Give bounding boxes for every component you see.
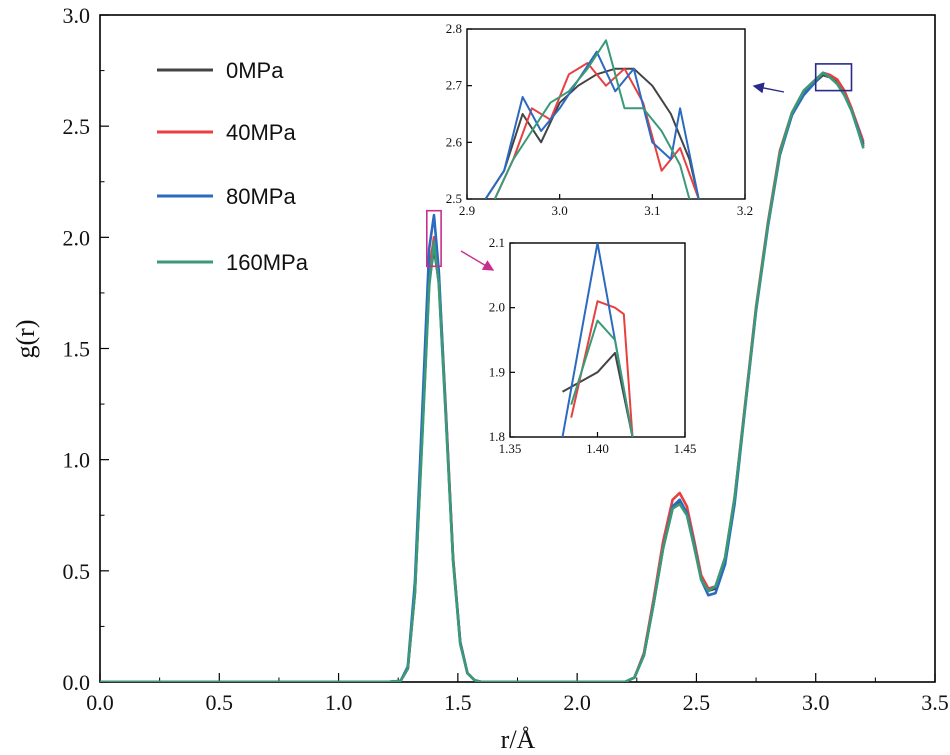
- inset-top-frame: [466, 28, 746, 200]
- main-ytick-label: 2.0: [63, 225, 91, 250]
- legend-label-40mpa: 40MPa: [226, 120, 296, 145]
- inset-bottom-ytick-label: 1.8: [489, 429, 505, 444]
- inset-bottom-xtick-label: 1.35: [499, 441, 522, 456]
- legend-label-160mpa: 160MPa: [226, 250, 309, 275]
- inset-top-series-80mpa: [484, 50, 700, 199]
- main-y-ticks: 0.0 0.5 1.0 1.5 2.0 2.5 3.0: [63, 3, 109, 695]
- legend-label-0mpa: 0MPa: [226, 58, 284, 83]
- inset-bottom-ticks: 1.35 1.40 1.45 1.8 1.9 2.0 2.1: [489, 235, 697, 456]
- arrow-to-bottom-inset: [460, 250, 495, 271]
- main-xtick-label: 2.5: [683, 690, 711, 715]
- inset-bottom-xtick-label: 1.45: [674, 441, 697, 456]
- inset-top-ytick-label: 2.8: [446, 21, 462, 36]
- main-series-80mpa: [100, 71, 865, 682]
- legend: 0MPa 40MPa 80MPa 160MPa: [157, 58, 309, 275]
- zoom-box-bottom: [425, 209, 442, 268]
- inset-top-series-group: [484, 39, 700, 199]
- main-ytick-label: 0.5: [63, 559, 91, 584]
- inset-bottom: 1.35 1.40 1.45 1.8 1.9 2.0 2.1: [489, 235, 697, 456]
- main-xtick-label: 3.5: [921, 690, 949, 715]
- main-xtick-label: 3.0: [802, 690, 830, 715]
- inset-bottom-ytick-label: 2.0: [489, 300, 505, 315]
- main-xtick-label: 0.5: [206, 690, 234, 715]
- inset-top-ticks: 2.9 3.0 3.1 3.2 2.5 2.6 2.7 2.8: [446, 21, 753, 218]
- x-axis-title: r/Å: [501, 725, 536, 754]
- main-xtick-label: 2.0: [563, 690, 591, 715]
- inset-bottom-xtick-label: 1.40: [586, 441, 609, 456]
- inset-top-xtick-label: 3.0: [552, 203, 568, 218]
- inset-top-ytick-label: 2.7: [446, 78, 463, 93]
- inset-bottom-ytick-label: 1.9: [489, 364, 505, 379]
- inset-top-series-40mpa: [493, 62, 700, 199]
- inset-top-xtick-label: 3.1: [644, 203, 660, 218]
- zoom-box-top: [814, 63, 853, 92]
- inset-bottom-series-40mpa: [570, 300, 634, 437]
- inset-bottom-series-group: [561, 243, 634, 437]
- main-series-group: [100, 71, 865, 682]
- main-x-ticks: 0.0 0.5 1.0 1.5 2.0 2.5 3.0 3.5: [86, 673, 949, 715]
- main-ytick-label: 0.0: [63, 670, 91, 695]
- inset-bottom-series-160mpa: [570, 319, 634, 437]
- main-ytick-label: 1.0: [63, 448, 91, 473]
- inset-bottom-ytick-label: 2.1: [489, 235, 505, 250]
- main-ytick-label: 2.5: [63, 114, 91, 139]
- main-series-160mpa: [100, 71, 865, 682]
- legend-label-80mpa: 80MPa: [226, 184, 296, 209]
- inset-top-xtick-label: 3.2: [737, 203, 753, 218]
- main-ytick-label: 3.0: [63, 3, 91, 28]
- main-ytick-label: 1.5: [63, 337, 91, 362]
- main-xtick-label: 0.0: [86, 690, 114, 715]
- inset-top-series-160mpa: [493, 39, 691, 199]
- y-axis-title: g(r): [11, 320, 40, 359]
- arrow-to-top-inset: [752, 82, 785, 94]
- inset-bottom-frame: [509, 242, 686, 438]
- inset-top-xtick-label: 2.9: [459, 203, 475, 218]
- inset-top-ytick-label: 2.6: [446, 134, 463, 149]
- main-xtick-label: 1.5: [444, 690, 472, 715]
- inset-top-ytick-label: 2.5: [446, 191, 462, 206]
- inset-top: 2.9 3.0 3.1 3.2 2.5 2.6 2.7 2.8: [446, 21, 753, 218]
- main-xtick-label: 1.0: [325, 690, 353, 715]
